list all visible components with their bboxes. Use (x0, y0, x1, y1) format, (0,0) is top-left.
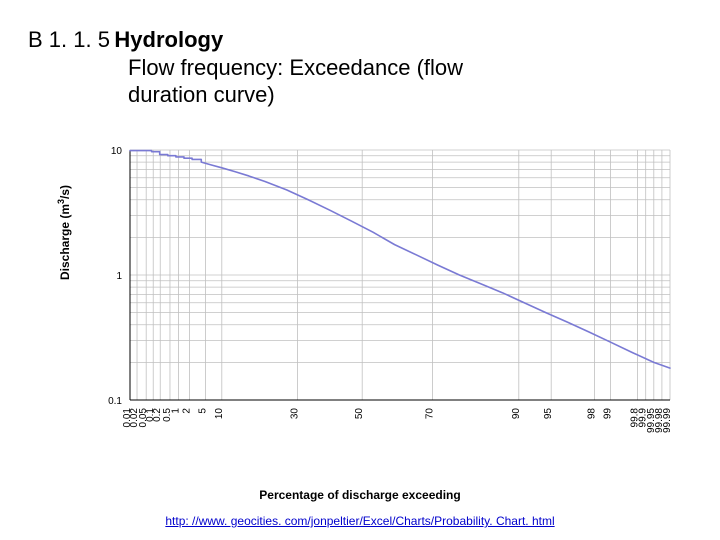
svg-text:10: 10 (214, 408, 225, 420)
svg-text:10: 10 (111, 146, 123, 157)
svg-text:5: 5 (198, 408, 209, 414)
svg-text:99.99: 99.99 (662, 408, 673, 433)
section-number: B 1. 1. 5 (28, 27, 110, 52)
svg-text:1: 1 (171, 408, 182, 414)
svg-text:98: 98 (586, 408, 597, 420)
svg-text:0.1: 0.1 (108, 396, 122, 407)
svg-text:99: 99 (603, 408, 614, 420)
svg-text:95: 95 (543, 408, 554, 420)
slide: B 1. 1. 5 Hydrology Flow frequency: Exce… (0, 0, 720, 540)
svg-text:1: 1 (116, 271, 122, 282)
chart-svg: 1010.10.010.020.050.10.20.51251030507090… (70, 140, 690, 450)
footer-link: http: //www. geocities. com/jonpeltier/E… (0, 514, 720, 528)
slide-heading: B 1. 1. 5 Hydrology Flow frequency: Exce… (28, 26, 678, 109)
subtitle-line-2: duration curve) (128, 81, 678, 109)
svg-text:90: 90 (511, 408, 522, 420)
section-title: Hydrology (114, 27, 223, 52)
svg-text:50: 50 (354, 408, 365, 420)
flow-duration-chart: 1010.10.010.020.050.10.20.51251030507090… (70, 140, 690, 450)
svg-text:70: 70 (424, 408, 435, 420)
subtitle-line-1: Flow frequency: Exceedance (flow (128, 54, 678, 82)
svg-text:2: 2 (181, 408, 192, 414)
source-link[interactable]: http: //www. geocities. com/jonpeltier/E… (165, 514, 554, 528)
svg-text:30: 30 (289, 408, 300, 420)
x-axis-label: Percentage of discharge exceeding (0, 488, 720, 502)
